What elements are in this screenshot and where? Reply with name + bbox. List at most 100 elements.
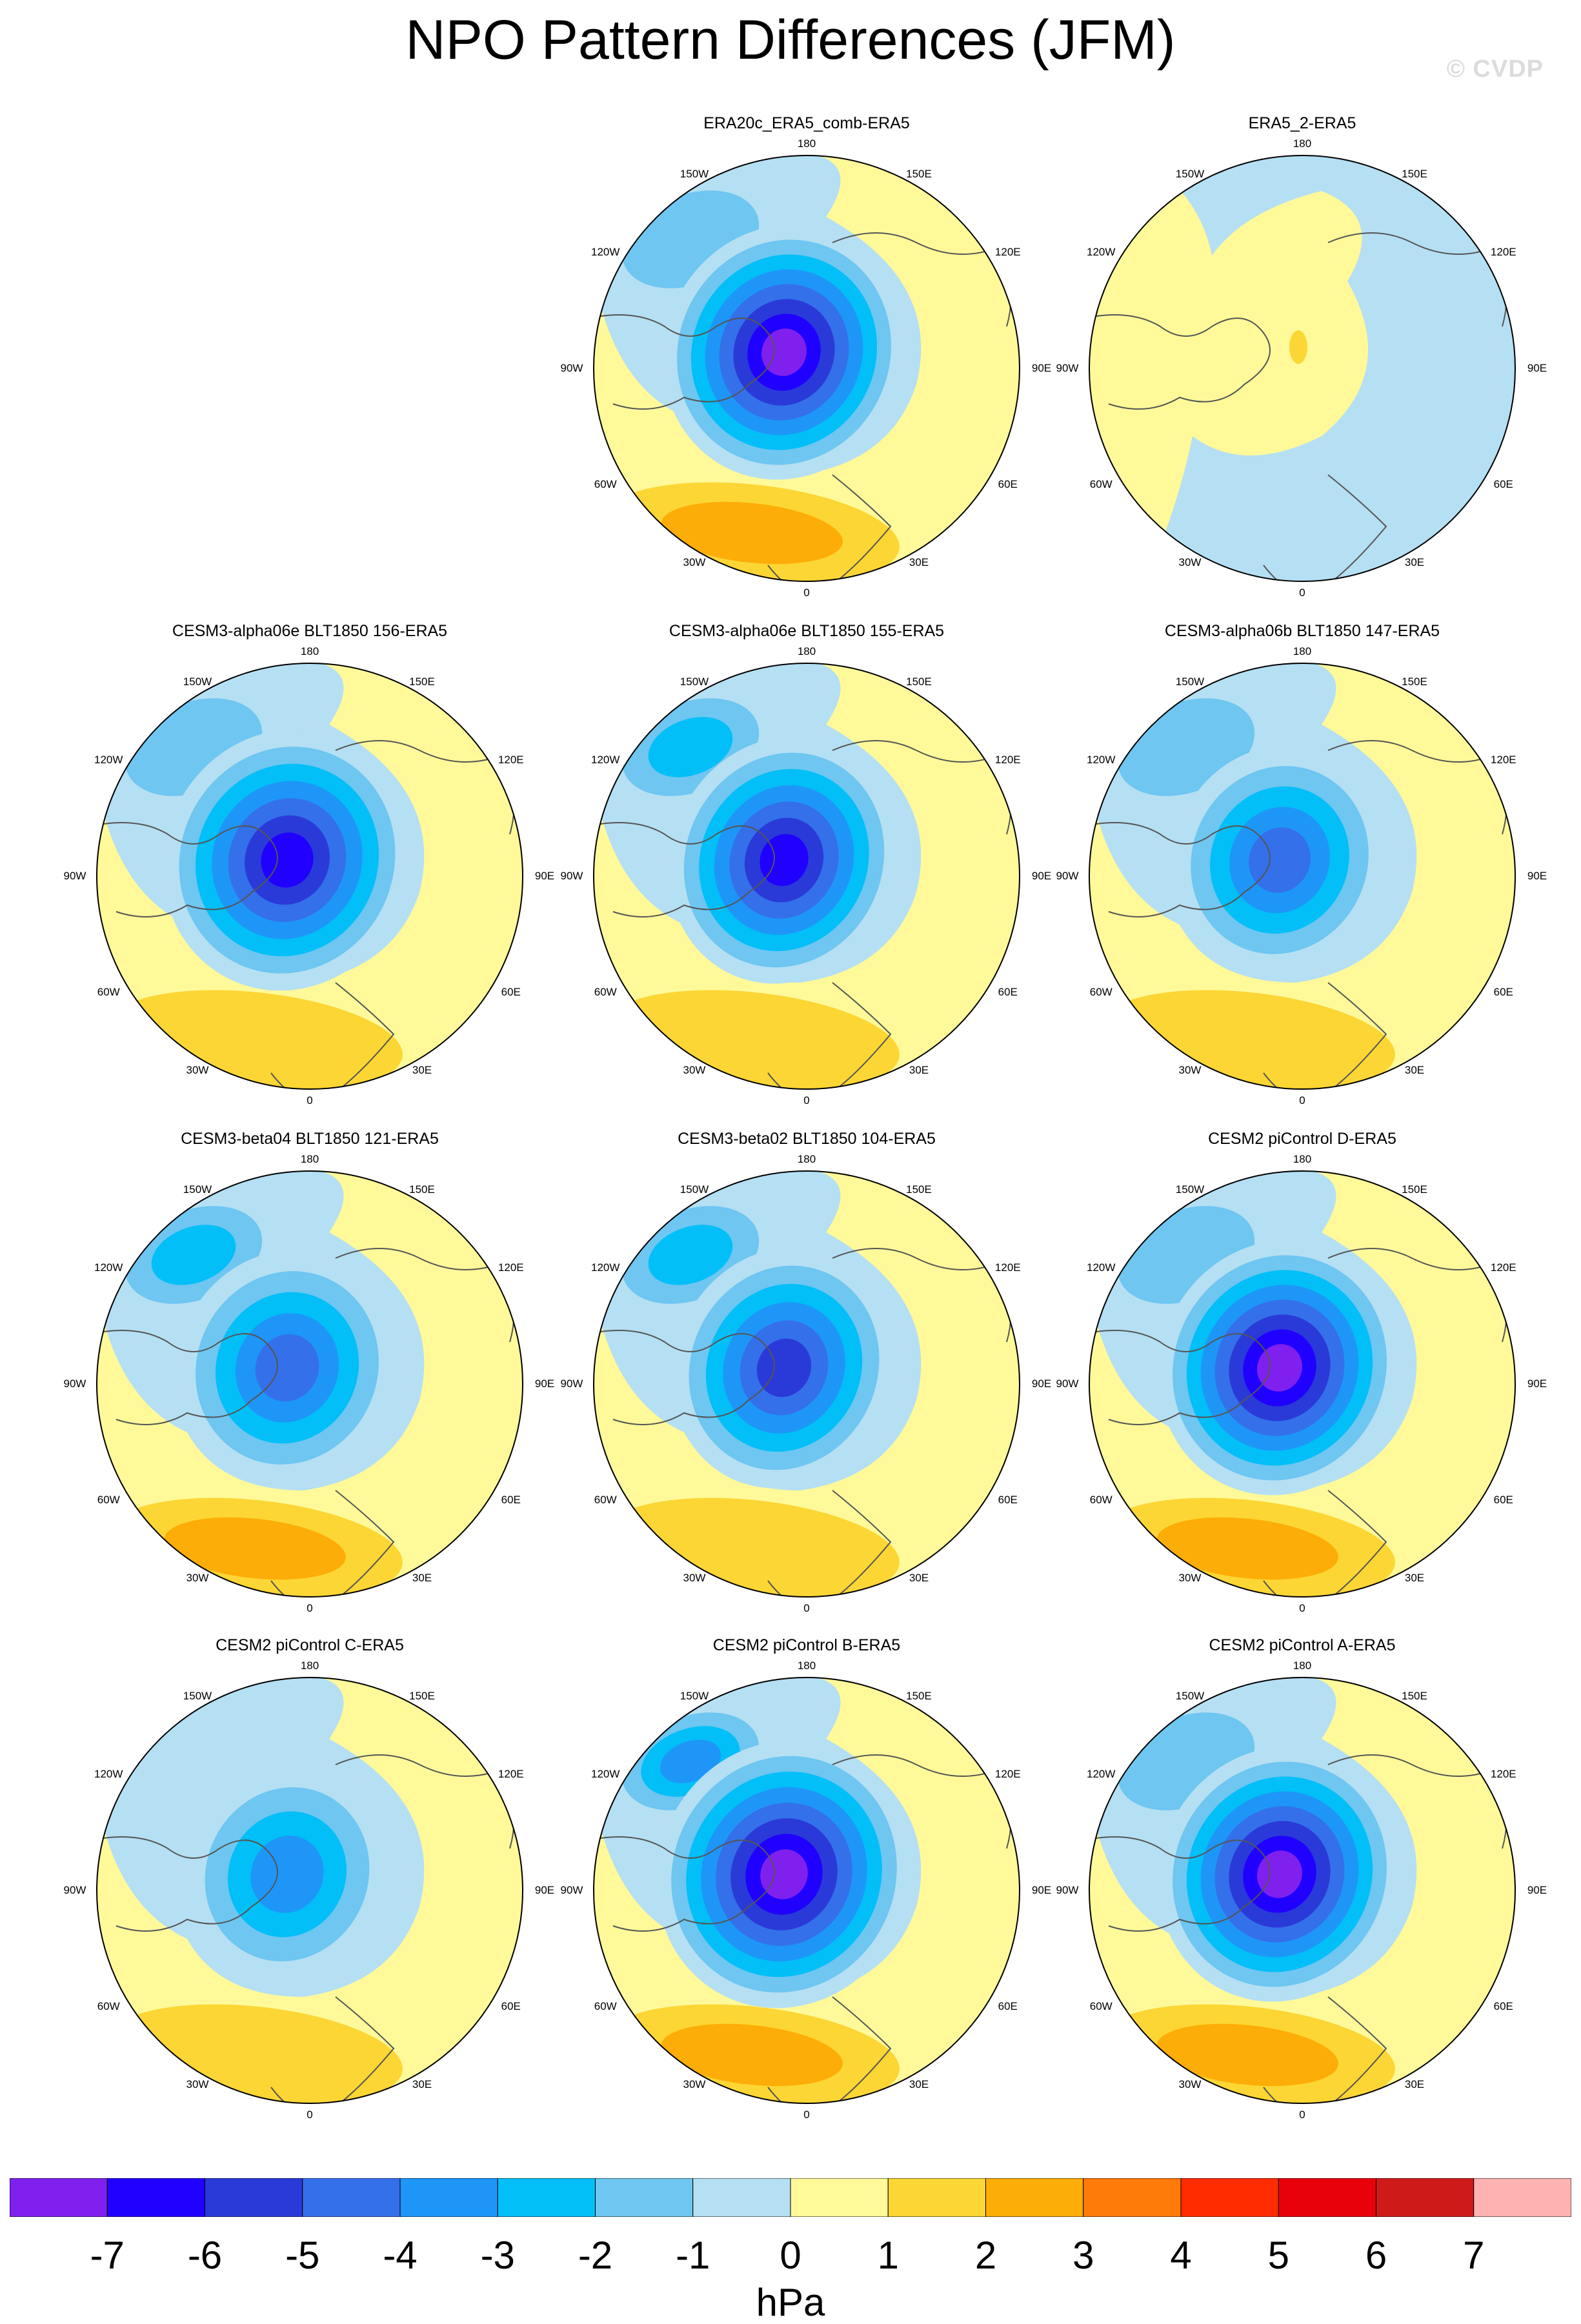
- map-rim: [96, 1170, 523, 1598]
- colorbar-swatch-7: [692, 2178, 791, 2217]
- pacific-low-level-1: [648, 717, 733, 777]
- lon-label-30e: 30E: [909, 2078, 929, 2091]
- coastline-na: [594, 822, 775, 917]
- map-panel-5: CESM3-beta04 BLT1850 121-ERA5 180 150W 1…: [58, 1129, 561, 1639]
- lon-label-120w: 120W: [1087, 1768, 1116, 1780]
- map-field: [97, 1678, 523, 2103]
- lon-label-30e: 30E: [412, 1572, 432, 1585]
- colorbar-swatch-6: [595, 2178, 694, 2217]
- colorbar-swatch-0: [10, 2178, 108, 2217]
- lon-label-150w: 150W: [680, 675, 709, 688]
- positive-core: [1289, 330, 1307, 364]
- lon-label-30w: 30W: [683, 1064, 706, 1077]
- lon-label-60e: 60E: [1493, 1494, 1513, 1506]
- lon-label-0: 0: [803, 2109, 810, 2121]
- colorbar-swatch-13: [1278, 2178, 1376, 2217]
- lon-label-90w: 90W: [560, 362, 583, 374]
- lon-label-0: 0: [1299, 1602, 1305, 1614]
- lon-label-150e: 150E: [409, 1689, 435, 1702]
- lon-label-150e: 150E: [906, 1183, 932, 1196]
- colorbar-swatch-12: [1180, 2178, 1279, 2217]
- map-rim: [593, 1677, 1020, 2104]
- lon-label-60w: 60W: [97, 1494, 120, 1506]
- polar-map: [593, 1677, 1020, 2104]
- lon-label-90e: 90E: [1527, 362, 1547, 374]
- colorbar-tick: -2: [578, 2234, 613, 2277]
- lon-label-180: 180: [797, 1153, 816, 1165]
- colorbar-tick: -5: [285, 2234, 320, 2277]
- colorbar-swatch-11: [1083, 2178, 1182, 2217]
- atlantic-high-level-1: [661, 2023, 843, 2087]
- lon-label-90w: 90W: [1056, 1377, 1079, 1390]
- colorbar-swatch-14: [1376, 2178, 1475, 2217]
- lon-label-90e: 90E: [1031, 1377, 1052, 1390]
- polar-map: [96, 1170, 523, 1598]
- lon-label-120w: 120W: [94, 754, 123, 766]
- map-panel-6: CESM3-beta02 BLT1850 104-ERA5 180 150W 1…: [555, 1129, 1058, 1639]
- lon-label-30w: 30W: [1178, 1572, 1202, 1585]
- lon-label-90e: 90E: [1031, 362, 1052, 374]
- lon-label-120e: 120E: [498, 1261, 524, 1274]
- lon-label-60e: 60E: [1493, 986, 1513, 998]
- lon-label-150e: 150E: [1402, 167, 1427, 180]
- lon-label-150w: 150W: [680, 1183, 709, 1196]
- colorbar-tick: -6: [187, 2234, 223, 2277]
- lon-label-90w: 90W: [63, 1884, 86, 1896]
- colorbar-swatch-9: [887, 2178, 986, 2217]
- map-field: [1089, 1171, 1515, 1597]
- colorbar: [10, 2178, 1571, 2217]
- lon-label-120w: 120W: [1087, 754, 1116, 766]
- map-panel-2: CESM3-alpha06e BLT1850 156-ERA5 180 150W…: [58, 621, 561, 1131]
- lon-label-60w: 60W: [1089, 2000, 1113, 2012]
- lon-label-120w: 120W: [591, 1261, 620, 1274]
- polar-map: [1089, 155, 1516, 582]
- colorbar-tick: 4: [1170, 2234, 1192, 2277]
- map-rim: [1089, 155, 1516, 582]
- lon-label-150w: 150W: [183, 1183, 212, 1196]
- polar-map: [593, 663, 1020, 1090]
- lon-label-30w: 30W: [683, 1572, 706, 1585]
- map-field: [97, 663, 523, 1089]
- coastline-na: [1089, 314, 1271, 410]
- lon-label-60e: 60E: [998, 478, 1018, 490]
- lon-label-180: 180: [797, 1659, 816, 1672]
- lon-label-60w: 60W: [97, 2000, 120, 2012]
- map-rim: [96, 1677, 523, 2104]
- pacific-low-level-1: [648, 1225, 733, 1285]
- lon-label-30w: 30W: [683, 2078, 706, 2091]
- lon-label-30e: 30E: [1404, 1572, 1425, 1585]
- lon-label-60w: 60W: [1089, 1494, 1113, 1506]
- colorbar-tick: 6: [1365, 2234, 1387, 2277]
- lon-label-60w: 60W: [1089, 478, 1113, 490]
- map-panel-10: CESM2 piControl A-ERA5 180 150W 150E 120…: [1051, 1636, 1554, 2145]
- lon-label-120w: 120W: [94, 1261, 123, 1274]
- arctic-low-level-3: [250, 1836, 324, 1913]
- lon-label-30e: 30E: [1404, 2078, 1425, 2091]
- lon-label-60e: 60E: [501, 2000, 521, 2012]
- colorbar-tick: -3: [480, 2234, 515, 2277]
- coastline-na: [97, 1836, 278, 1932]
- map-panel-8: CESM2 piControl C-ERA5 180 150W 150E 120…: [58, 1636, 561, 2145]
- lon-label-120e: 120E: [994, 246, 1021, 258]
- lon-label-90e: 90E: [1031, 1884, 1052, 1896]
- lon-label-120w: 120W: [94, 1768, 123, 1780]
- figure-title: NPO Pattern Differences (JFM): [405, 9, 1176, 71]
- lon-label-30e: 30E: [412, 1064, 432, 1077]
- lon-label-180: 180: [300, 1153, 319, 1165]
- positive-region: [1089, 155, 1368, 578]
- colorbar-units: hPa: [756, 2281, 825, 2324]
- lon-label-0: 0: [1299, 586, 1305, 599]
- map-panel-1: ERA5_2-ERA5 180 150W 150E 120W 120E 90W …: [1051, 114, 1554, 623]
- lon-label-60e: 60E: [998, 2000, 1018, 2012]
- lon-label-0: 0: [307, 2109, 313, 2121]
- lon-label-90w: 90W: [63, 1377, 86, 1390]
- lon-label-120e: 120E: [1490, 1261, 1516, 1274]
- coastline-na: [594, 1836, 775, 1932]
- coastline-na: [594, 314, 775, 410]
- panel-title: CESM2 piControl A-ERA5: [1209, 1636, 1396, 1654]
- colorbar-tick: -1: [676, 2234, 710, 2277]
- atlantic-high-level-1: [1156, 2023, 1338, 2087]
- lon-label-120e: 120E: [1490, 1768, 1516, 1780]
- coastline-na: [97, 1330, 278, 1425]
- lon-label-60w: 60W: [594, 478, 617, 490]
